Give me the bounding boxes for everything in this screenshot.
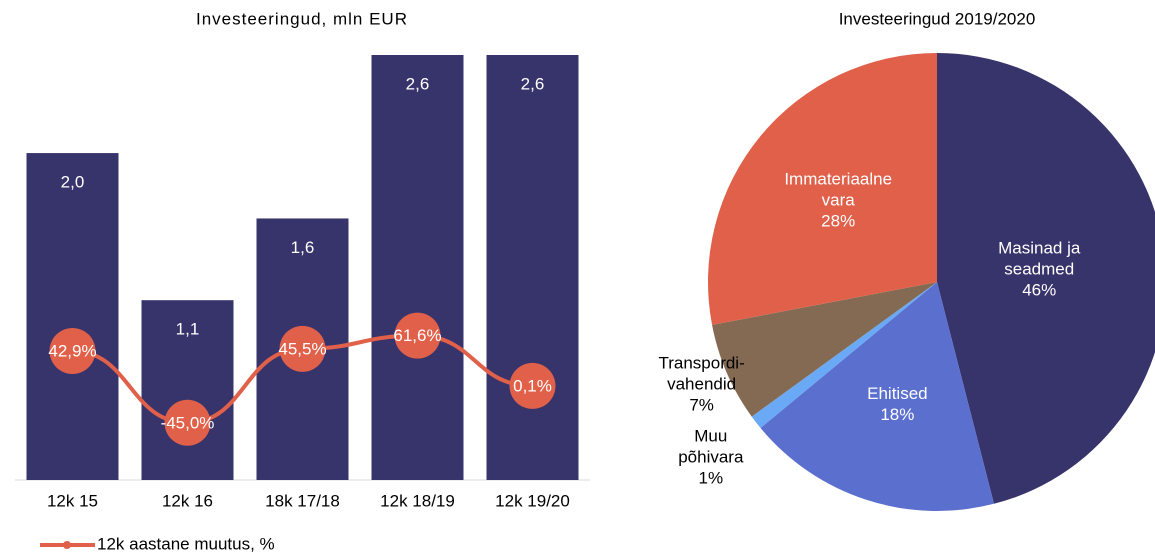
line-marker bbox=[49, 327, 96, 374]
pie-value-label: 7% bbox=[689, 395, 714, 415]
pie-slice bbox=[708, 53, 937, 325]
pie-slice bbox=[937, 53, 1155, 504]
line-marker bbox=[394, 312, 441, 359]
pie-slice bbox=[712, 282, 937, 417]
line-value-label: -45,0% bbox=[161, 413, 215, 432]
bar-value-label: 2,6 bbox=[521, 74, 545, 93]
bar-chart-title: Investeeringud, mln EUR bbox=[196, 9, 408, 28]
x-tick-label: 12k 15 bbox=[47, 491, 98, 510]
line-value-label: 45,5% bbox=[278, 339, 326, 358]
bar-value-label: 1,6 bbox=[291, 238, 315, 257]
pie-category: Transpordi- vahendid bbox=[658, 353, 745, 394]
legend-marker bbox=[63, 541, 71, 549]
bar-value-label: 2,0 bbox=[61, 173, 85, 192]
pie-value-label: 1% bbox=[698, 468, 724, 488]
line-value-label: 61,6% bbox=[393, 326, 441, 345]
pie-slice bbox=[751, 282, 937, 428]
pie-chart-title: Investeeringud 2019/2020 bbox=[839, 9, 1036, 28]
pie-category: Muu põhivara bbox=[678, 426, 744, 467]
line-marker bbox=[164, 399, 211, 446]
bar bbox=[371, 55, 464, 480]
pie-label: Muu põhivara 1% bbox=[678, 426, 743, 489]
pie-value-label: 28% bbox=[821, 211, 856, 231]
x-tick-label: 12k 16 bbox=[162, 491, 213, 510]
pie-slice bbox=[760, 282, 994, 512]
bar bbox=[141, 300, 234, 480]
bar bbox=[486, 55, 579, 480]
pie-label: Ehitised 18% bbox=[867, 383, 927, 425]
pie-category: Masinad ja seadmed bbox=[998, 238, 1081, 279]
pie-label: Immateriaalne vara 28% bbox=[784, 169, 892, 232]
x-tick-label: 12k 19/20 bbox=[495, 491, 570, 510]
bar-value-label: 2,6 bbox=[406, 74, 430, 93]
pie-category: Ehitised bbox=[867, 383, 928, 403]
x-tick-label: 12k 18/19 bbox=[380, 491, 455, 510]
legend-label: 12k aastane muutus, % bbox=[97, 534, 275, 553]
x-tick-label: 18k 17/18 bbox=[265, 491, 340, 510]
pie-category: Immateriaalne vara bbox=[784, 169, 893, 210]
line-marker bbox=[509, 362, 556, 409]
pie-value-label: 46% bbox=[1022, 280, 1057, 300]
pie-value-label: 18% bbox=[880, 404, 915, 424]
line-value-label: 42,9% bbox=[48, 341, 96, 360]
line-value-label: 0,1% bbox=[513, 376, 552, 395]
pie-label: Masinad ja seadmed 46% bbox=[998, 238, 1080, 301]
pie-label: Transpordi- vahendid 7% bbox=[658, 352, 744, 415]
line-marker bbox=[279, 325, 326, 372]
bar-value-label: 1,1 bbox=[176, 320, 200, 339]
bar bbox=[26, 153, 119, 481]
